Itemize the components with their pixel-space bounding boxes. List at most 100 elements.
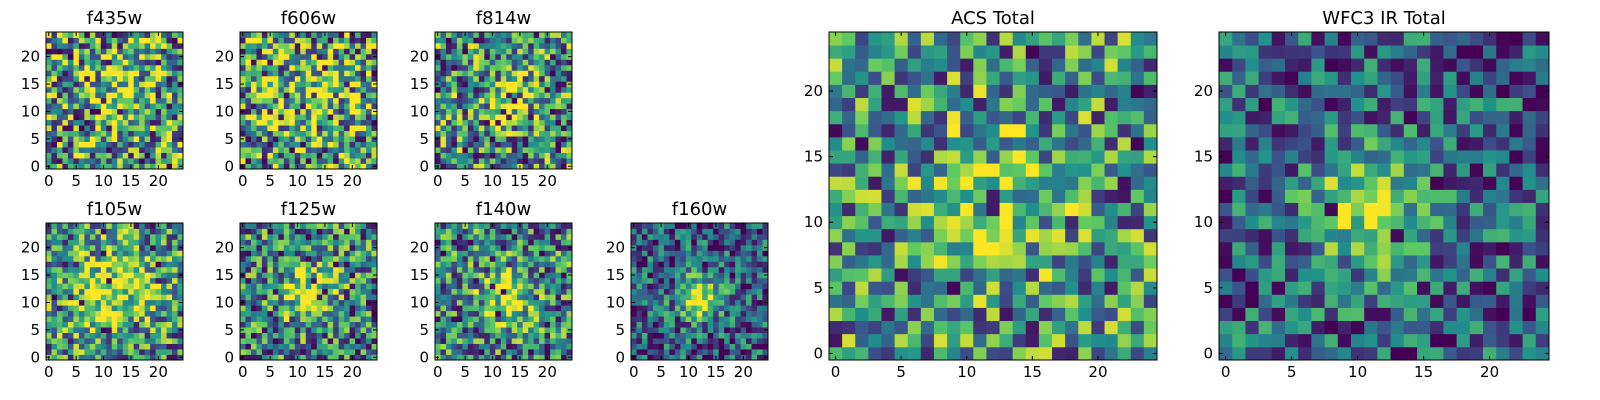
heatmap-cell bbox=[680, 255, 687, 262]
heatmap-cell bbox=[117, 321, 124, 328]
heatmap-cell bbox=[305, 158, 312, 164]
heatmap-cell bbox=[473, 119, 480, 126]
heatmap-cell bbox=[550, 223, 556, 229]
heatmap-cell bbox=[456, 233, 463, 240]
heatmap-cell bbox=[506, 108, 513, 115]
heatmap-cell bbox=[305, 48, 312, 55]
heatmap-cell bbox=[84, 233, 91, 240]
heatmap-cell bbox=[56, 125, 63, 132]
heatmap-cell bbox=[544, 70, 551, 77]
heatmap-cell bbox=[333, 305, 340, 312]
heatmap-cell bbox=[349, 343, 356, 350]
heatmap-cell bbox=[947, 307, 961, 322]
heatmap-cell bbox=[451, 152, 458, 159]
heatmap-cell bbox=[366, 255, 372, 262]
heatmap-cell bbox=[489, 37, 496, 44]
heatmap-cell bbox=[550, 338, 556, 344]
heatmap-cell bbox=[829, 150, 843, 164]
heatmap-cell bbox=[144, 223, 151, 229]
heatmap-cell bbox=[117, 125, 124, 132]
heatmap-cell bbox=[360, 37, 367, 44]
heatmap-cell bbox=[250, 223, 257, 229]
heatmap-cell bbox=[500, 283, 507, 290]
heatmap-cell bbox=[484, 233, 491, 240]
heatmap-cell bbox=[316, 158, 323, 164]
heatmap-cell bbox=[881, 215, 895, 230]
heatmap-cell bbox=[663, 255, 670, 262]
heatmap-cell bbox=[73, 114, 80, 121]
heatmap-cell bbox=[245, 59, 252, 66]
heatmap-cell bbox=[289, 59, 296, 66]
heatmap-cell bbox=[349, 310, 356, 317]
heatmap-cell bbox=[128, 277, 135, 284]
heatmap-cell bbox=[636, 272, 643, 279]
heatmap-cell bbox=[245, 108, 252, 115]
heatmap-cell bbox=[84, 310, 91, 317]
heatmap-cell bbox=[495, 349, 502, 355]
heatmap-cell bbox=[451, 233, 458, 240]
heatmap-cell bbox=[713, 343, 720, 350]
heatmap-cell bbox=[658, 261, 665, 268]
heatmap-cell bbox=[636, 310, 643, 317]
heatmap-cell bbox=[344, 244, 350, 251]
heatmap-cell bbox=[555, 321, 562, 328]
heatmap-cell bbox=[691, 233, 698, 240]
heatmap-cell bbox=[440, 141, 447, 148]
heatmap-cell bbox=[555, 266, 562, 273]
heatmap-cell bbox=[986, 320, 1000, 335]
heatmap-cell bbox=[947, 346, 961, 361]
heatmap-cell bbox=[371, 294, 378, 301]
heatmap-cell bbox=[473, 70, 480, 77]
heatmap-cell bbox=[67, 316, 74, 323]
y-tick-label: 5 bbox=[224, 321, 234, 339]
heatmap-cell bbox=[95, 354, 102, 361]
heatmap-cell bbox=[707, 349, 714, 355]
heatmap-cell bbox=[533, 103, 540, 110]
heatmap-cell bbox=[78, 305, 85, 312]
heatmap-cell bbox=[349, 239, 356, 246]
heatmap-cell bbox=[311, 158, 318, 164]
heatmap-cell bbox=[999, 189, 1014, 203]
heatmap-cell bbox=[62, 332, 69, 339]
heatmap-cell bbox=[696, 266, 703, 273]
heatmap-cell bbox=[122, 255, 129, 262]
heatmap-cell bbox=[517, 119, 524, 126]
heatmap-cell bbox=[245, 288, 252, 295]
heatmap-cell bbox=[95, 147, 102, 153]
heatmap-cell bbox=[166, 97, 173, 104]
heatmap-cell bbox=[344, 327, 350, 333]
heatmap-cell bbox=[566, 277, 573, 284]
heatmap-cell bbox=[117, 92, 124, 99]
heatmap-cell bbox=[139, 277, 146, 284]
heatmap-cell bbox=[89, 48, 96, 55]
heatmap-cell bbox=[166, 147, 173, 153]
heatmap-cell bbox=[355, 316, 361, 323]
heatmap-cell bbox=[973, 215, 987, 230]
heatmap-cell bbox=[478, 228, 485, 235]
heatmap-cell bbox=[451, 321, 458, 328]
heatmap-cell bbox=[316, 108, 323, 115]
heatmap-cell bbox=[445, 97, 452, 104]
heatmap-cell bbox=[456, 59, 463, 66]
heatmap-cell bbox=[445, 163, 452, 170]
heatmap-cell bbox=[100, 332, 107, 339]
heatmap-cell bbox=[89, 338, 96, 344]
heatmap-cell bbox=[456, 272, 463, 279]
heatmap-cell bbox=[746, 349, 752, 355]
heatmap-cell bbox=[166, 316, 173, 323]
heatmap-cell bbox=[907, 333, 922, 348]
heatmap-cell bbox=[740, 343, 747, 350]
heatmap-cell bbox=[240, 125, 246, 132]
heatmap-cell bbox=[652, 310, 659, 317]
heatmap-cell bbox=[669, 343, 676, 350]
heatmap-cell bbox=[344, 81, 350, 88]
heatmap-cell bbox=[456, 97, 463, 104]
heatmap-cell bbox=[533, 141, 540, 148]
heatmap-cell bbox=[272, 147, 279, 153]
heatmap-cell bbox=[489, 119, 496, 126]
heatmap-cell bbox=[267, 305, 274, 312]
heatmap-cell bbox=[73, 103, 80, 110]
heatmap-cell bbox=[333, 108, 340, 115]
heatmap-cell bbox=[829, 163, 843, 177]
